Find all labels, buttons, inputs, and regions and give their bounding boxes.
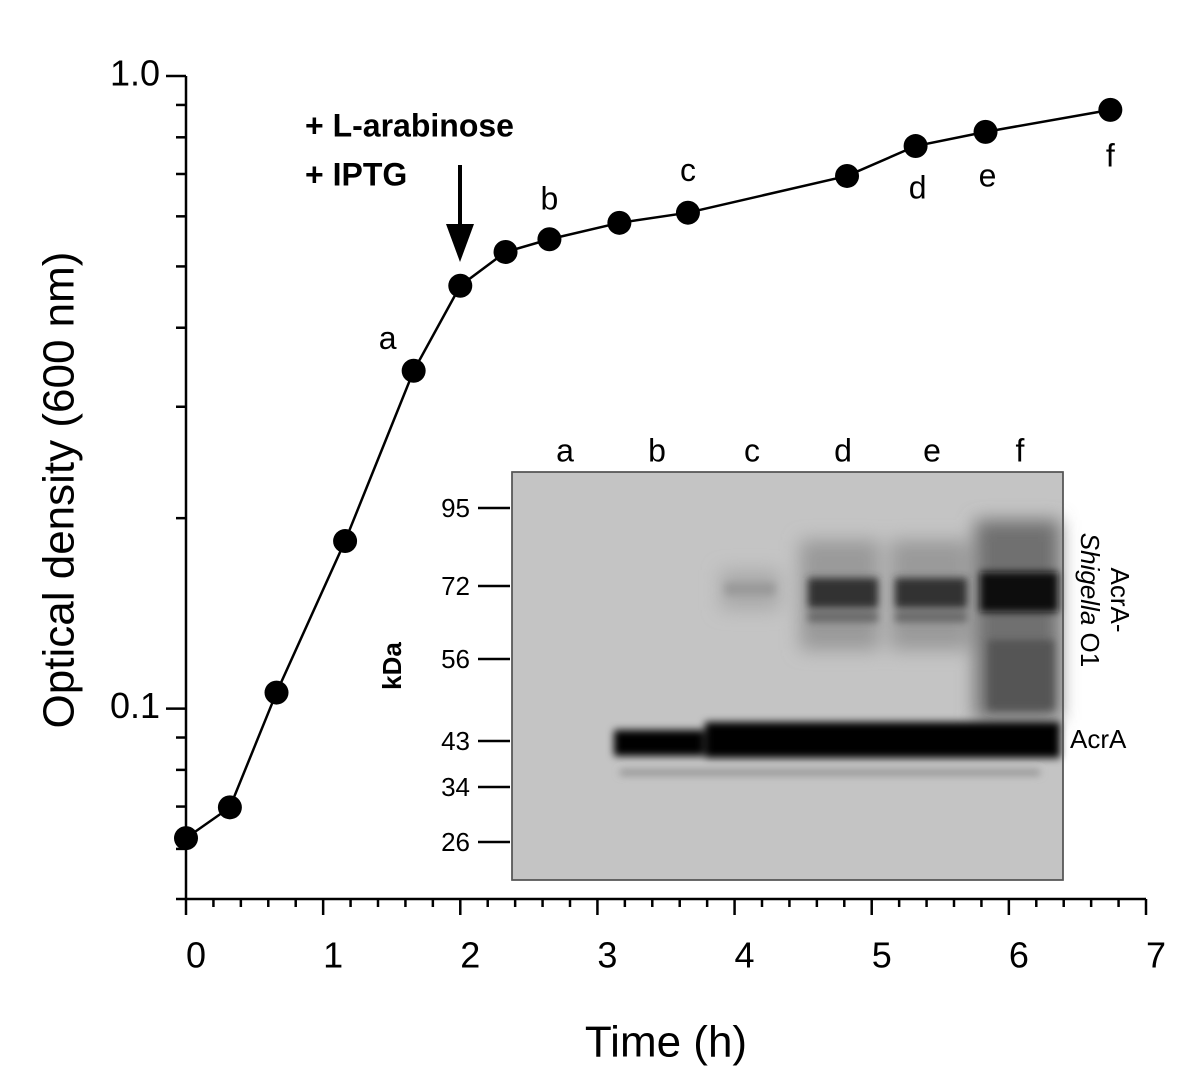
data-point	[1098, 97, 1123, 122]
x-axis-label: Time (h)	[585, 1018, 747, 1067]
x-tick-label: 4	[735, 935, 755, 976]
x-tick-label: 7	[1146, 935, 1166, 976]
marker-label: 43	[441, 726, 470, 756]
lane-label: b	[648, 432, 666, 468]
upper-band-label: Shigella O1	[1075, 533, 1105, 667]
data-point	[217, 795, 242, 820]
point-label: e	[979, 157, 997, 193]
marker-label: 72	[441, 571, 470, 601]
lane-label: d	[834, 432, 852, 468]
marker-label: 56	[441, 644, 470, 674]
data-point	[973, 119, 998, 144]
x-tick-label: 6	[1009, 935, 1029, 976]
data-point	[493, 239, 518, 264]
arrow-head	[446, 224, 474, 262]
data-line	[185, 108, 1111, 840]
point-label: d	[909, 169, 927, 205]
marker-ticks	[478, 506, 510, 844]
data-point	[401, 358, 426, 383]
marker-label: 26	[441, 827, 470, 857]
data-point	[448, 273, 473, 298]
x-tick-label: 3	[597, 935, 617, 976]
y-tick-label: 1.0	[110, 53, 160, 94]
lane-label: a	[556, 432, 574, 468]
band-label: AcrA	[1070, 724, 1127, 754]
upper-band-label-italic: Shigella	[1075, 533, 1105, 626]
annotation: + L-arabinose	[305, 107, 514, 143]
marker-label: 34	[441, 772, 470, 802]
point-label: a	[379, 320, 397, 356]
data-point	[333, 529, 358, 554]
lane-label: c	[744, 432, 760, 468]
marker-label: 95	[441, 493, 470, 523]
y-axis-label: Optical density (600 nm)	[35, 252, 84, 729]
y-tick-label: 0.1	[110, 685, 160, 726]
point-label: b	[541, 181, 559, 217]
point-label: c	[680, 152, 696, 188]
unit-label: kDa	[377, 642, 407, 690]
data-point	[264, 680, 289, 705]
x-tick-label: 5	[872, 935, 892, 976]
x-tick-label: 1	[323, 935, 343, 976]
blot-inset: a b c d e f 95 72 56 43 34 26 kDa AcrA A…	[377, 432, 1135, 881]
upper-band-label-rest: O1	[1075, 633, 1105, 668]
data-point	[607, 210, 632, 235]
x-tick-label: 2	[460, 935, 480, 976]
lane-label: f	[1016, 432, 1025, 468]
data-point	[174, 826, 198, 851]
data-point	[835, 163, 860, 188]
point-label: f	[1106, 137, 1115, 173]
blot-bands	[614, 572, 1060, 775]
data-point	[903, 134, 928, 159]
blot-background	[511, 471, 1064, 881]
data-point	[537, 227, 562, 252]
upper-band-label: AcrA-	[1105, 568, 1135, 633]
data-point	[675, 200, 700, 225]
annotation: + IPTG	[305, 156, 407, 192]
x-tick-label: 0	[186, 935, 206, 976]
lane-label: e	[923, 432, 941, 468]
